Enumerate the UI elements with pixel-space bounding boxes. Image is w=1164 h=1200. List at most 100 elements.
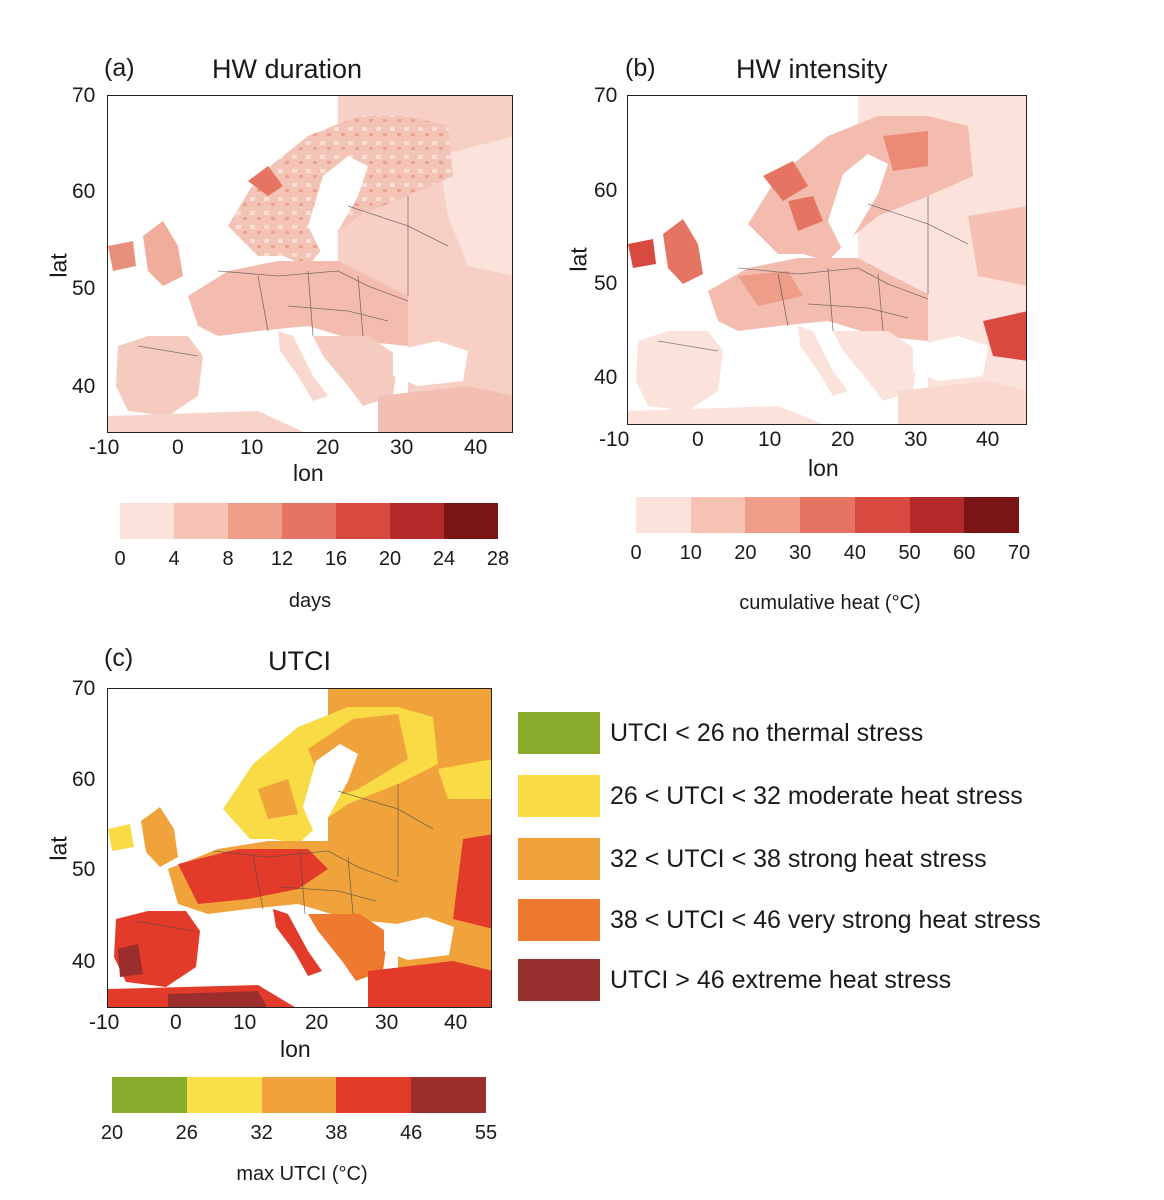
cb-c-tick: 46: [400, 1122, 423, 1144]
a-ylabel: lat: [45, 253, 72, 278]
cb-b-seg-6: [964, 497, 1020, 533]
cb-b-seg-0: [636, 497, 691, 533]
cb-c-seg-3: [336, 1077, 412, 1113]
c-xtick-30: 30: [375, 1011, 399, 1034]
c-xtick-m10: -10: [89, 1011, 120, 1034]
a-ytick-50: 50: [72, 277, 96, 300]
legend-item-strong-heat-stress: 32 < UTCI < 38 strong heat stress: [518, 837, 987, 881]
cb-b-seg-2: [745, 497, 801, 533]
cb-b-tick: 30: [789, 542, 812, 564]
a-ytick-40: 40: [72, 375, 96, 398]
legend-label: 26 < UTCI < 32 moderate heat stress: [610, 781, 1023, 810]
b-xtick-10: 10: [758, 428, 782, 451]
cb-a-seg-3: [282, 503, 336, 539]
map-hw-duration-graphic: [108, 96, 512, 432]
cb-b-seg-1: [690, 497, 746, 533]
c-ytick-40: 40: [72, 950, 96, 973]
cb-a-tick: 24: [432, 548, 456, 570]
legend-swatch: [518, 959, 600, 1001]
cb-c-tick: 38: [325, 1122, 348, 1144]
cb-a-seg-2: [228, 503, 282, 539]
legend-swatch: [518, 775, 600, 817]
b-ytick-60: 60: [594, 179, 618, 202]
legend-item-very-strong-heat-stress: 38 < UTCI < 46 very strong heat stress: [518, 898, 1041, 942]
panel-letter-b: (b): [625, 54, 656, 82]
c-xtick-20: 20: [305, 1011, 329, 1034]
cb-c-tick: 26: [175, 1122, 198, 1144]
cb-b-tick: 70: [1007, 542, 1031, 564]
cb-a-tick: 8: [222, 548, 234, 570]
cb-a-seg-4: [336, 503, 390, 539]
cb-b-tick: 40: [843, 542, 866, 564]
cb-c-tick: 32: [250, 1122, 273, 1144]
legend-item-moderate-heat-stress: 26 < UTCI < 32 moderate heat stress: [518, 774, 1023, 818]
a-ytick-60: 60: [72, 180, 96, 203]
cb-c-seg-1: [186, 1077, 262, 1113]
legend-label: UTCI < 26 no thermal stress: [610, 718, 924, 747]
cb-a-seg-5: [390, 503, 444, 539]
c-xlabel: lon: [280, 1036, 311, 1062]
cb-b-label: cumulative heat (°C): [739, 592, 921, 614]
map-hw-duration: [107, 95, 513, 433]
c-xtick-10: 10: [233, 1011, 257, 1034]
panel-title-c: UTCI: [268, 646, 331, 676]
cb-b-seg-5: [909, 497, 965, 533]
b-ytick-40: 40: [594, 366, 618, 389]
map-hw-intensity-graphic: [628, 96, 1026, 424]
map-hw-intensity: [627, 95, 1027, 425]
panel-title-a: HW duration: [212, 54, 363, 84]
legend-item-no-thermal-stress: UTCI < 26 no thermal stress: [518, 711, 923, 755]
cb-a-tick: 0: [114, 548, 126, 570]
cb-c-tick: 55: [474, 1122, 498, 1144]
legend-item-extreme-heat-stress: UTCI > 46 extreme heat stress: [518, 958, 951, 1002]
cb-a-seg-1: [174, 503, 228, 539]
c-xtick-40: 40: [444, 1011, 468, 1034]
cb-c-seg-4: [411, 1077, 486, 1113]
c-xtick-0: 0: [170, 1011, 182, 1034]
cb-b-tick: 50: [898, 542, 921, 564]
map-utci: [107, 688, 492, 1008]
legend-swatch: [518, 838, 600, 880]
b-ytick-70: 70: [594, 84, 618, 107]
cb-a-seg-0: [120, 503, 174, 539]
cb-a-tick: 28: [486, 548, 510, 570]
b-xtick-30: 30: [904, 428, 928, 451]
cb-c-seg-2: [261, 1077, 337, 1113]
panel-letter-c: (c): [104, 644, 134, 672]
legend-swatch: [518, 899, 600, 941]
a-xtick-0: 0: [172, 436, 184, 459]
cb-b-seg-4: [854, 497, 910, 533]
cb-c-label: max UTCI (°C): [236, 1163, 368, 1185]
cb-a-seg-6: [444, 503, 498, 539]
legend-swatch: [518, 712, 600, 754]
cb-b-tick: 10: [679, 542, 702, 564]
legend-label: 38 < UTCI < 46 very strong heat stress: [610, 905, 1041, 934]
cb-a-tick: 16: [324, 548, 348, 570]
b-xtick-0: 0: [692, 428, 704, 451]
cb-a-tick: 4: [168, 548, 180, 570]
panel-letter-a: (a): [104, 54, 135, 82]
c-ytick-50: 50: [72, 858, 96, 881]
b-xtick-20: 20: [831, 428, 855, 451]
colorbar-cumulative-heat: [636, 497, 1020, 533]
b-xtick-40: 40: [976, 428, 1000, 451]
colorbar-max-utci: [112, 1077, 486, 1113]
cb-a-tick: 12: [270, 548, 294, 570]
a-ytick-70: 70: [72, 84, 96, 107]
cb-c-seg-0: [112, 1077, 187, 1113]
b-ytick-50: 50: [594, 272, 618, 295]
c-ytick-60: 60: [72, 768, 96, 791]
cb-a-tick: 20: [378, 548, 402, 570]
a-xtick-40: 40: [464, 436, 488, 459]
legend-label: 32 < UTCI < 38 strong heat stress: [610, 844, 987, 873]
cb-c-tick: 20: [100, 1122, 124, 1144]
b-ylabel: lat: [565, 247, 592, 272]
map-utci-graphic: [108, 689, 491, 1007]
panel-title-b: HW intensity: [736, 54, 888, 84]
a-xtick-10: 10: [240, 436, 264, 459]
legend-label: UTCI > 46 extreme heat stress: [610, 965, 952, 994]
c-ytick-70: 70: [72, 677, 96, 700]
colorbar-days: [120, 503, 498, 539]
a-xlabel: lon: [293, 460, 324, 486]
cb-a-label: days: [288, 590, 332, 612]
